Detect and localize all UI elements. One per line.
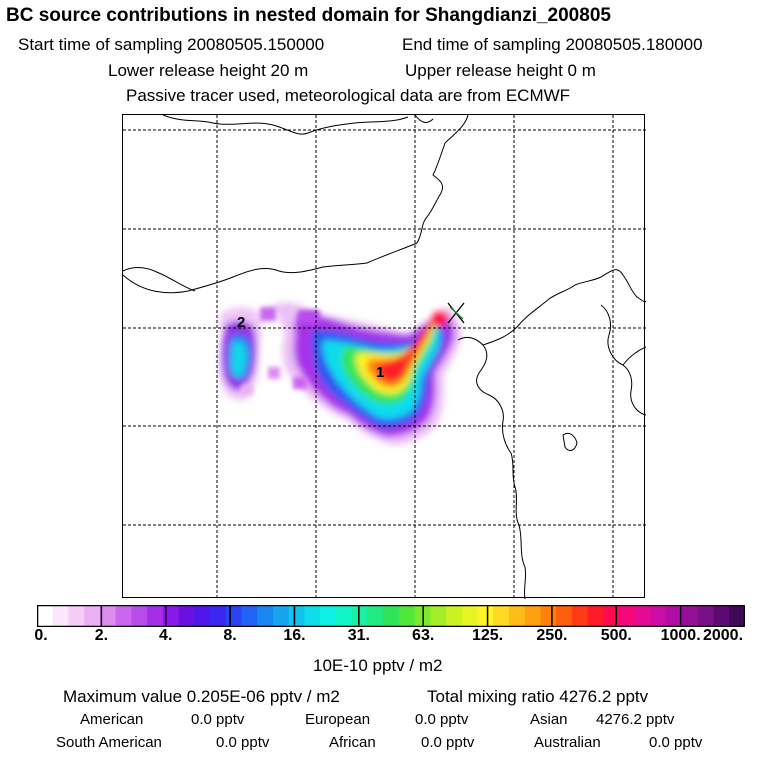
asian-label: Asian xyxy=(530,711,568,728)
colorbar-cell xyxy=(603,605,620,627)
colorbar-cell xyxy=(509,605,526,627)
coastlines xyxy=(123,115,646,599)
colorbar-cell xyxy=(446,605,463,627)
colorbar-cell xyxy=(194,605,211,627)
concentration-plume xyxy=(218,302,465,445)
colorbar-cell xyxy=(619,605,636,627)
colorbar-cell xyxy=(320,605,337,627)
colorbar-tick-label: 2000. xyxy=(702,627,744,644)
colorbar-cell xyxy=(713,605,730,627)
colorbar-cell xyxy=(666,605,683,627)
colorbar-cell xyxy=(398,605,416,627)
european-value: 0.0 pptv xyxy=(415,711,469,728)
colorbar-tick-label: 31. xyxy=(347,627,370,644)
colorbar-cell xyxy=(115,605,132,627)
european-label: European xyxy=(305,711,371,728)
colorbar-cell xyxy=(335,605,353,627)
colorbar-tick-label: 250. xyxy=(536,627,568,644)
colorbar-cell xyxy=(697,605,715,627)
colorbar-cell xyxy=(367,605,384,627)
colorbar-cell xyxy=(461,605,479,627)
colorbar-cell xyxy=(288,605,306,627)
south-american-label: South American xyxy=(56,734,162,751)
colorbar-tick-label: 4. xyxy=(159,627,173,644)
colorbar-cell xyxy=(571,605,589,627)
colorbar-cell xyxy=(682,605,699,627)
colorbar-cell xyxy=(430,605,447,627)
map-panel: 1 2 xyxy=(122,114,646,599)
colorbar-cell xyxy=(304,605,321,627)
colorbar-tick-label: 2. xyxy=(94,627,109,644)
african-value: 0.0 pptv xyxy=(421,734,475,751)
south-american-value: 0.0 pptv xyxy=(216,734,270,751)
colorbar-cell xyxy=(634,605,652,627)
australian-label: Australian xyxy=(534,734,601,751)
colorbar-cell xyxy=(383,605,400,627)
source-label-2: 2 xyxy=(237,314,245,331)
colorbar-cell xyxy=(556,605,573,627)
australian-value: 0.0 pptv xyxy=(649,734,703,751)
colorbar-cell xyxy=(351,605,368,627)
upper-release-label: Upper release height 0 m xyxy=(405,61,596,80)
colorbar-tick-label: 125. xyxy=(471,627,504,644)
colorbar-cell xyxy=(524,605,542,627)
colorbar-cell xyxy=(493,605,510,627)
colorbar-tick-label: 500. xyxy=(600,627,632,644)
colorbar-cell xyxy=(729,605,745,627)
colorbar-cell xyxy=(210,605,227,627)
colorbar-cells xyxy=(37,605,745,627)
map-canvas: 1 2 xyxy=(123,115,646,599)
colorbar-cell xyxy=(84,605,101,627)
total-mixing-ratio: Total mixing ratio 4276.2 pptv xyxy=(427,687,649,706)
lower-release-label: Lower release height 20 m xyxy=(108,61,309,80)
colorbar-cell xyxy=(477,605,494,627)
receptor-marker xyxy=(447,302,465,324)
max-value: Maximum value 0.205E-06 pptv / m2 xyxy=(63,687,340,706)
colorbar-cell xyxy=(52,605,70,627)
colorbar-unit: 10E-10 pptv / m2 xyxy=(313,656,443,675)
colorbar-tick-label: 8. xyxy=(223,627,237,644)
colorbar-cell xyxy=(147,605,164,627)
colorbar-cell xyxy=(68,605,85,627)
start-time-label: Start time of sampling 20080505.150000 xyxy=(18,35,325,54)
colorbar-cell xyxy=(178,605,195,627)
colorbar-cell xyxy=(241,605,258,627)
colorbar-cell xyxy=(257,605,274,627)
colorbar-cell xyxy=(99,605,117,627)
colorbar xyxy=(37,605,745,627)
colorbar-tick-label: 16. xyxy=(283,627,306,644)
asian-value: 4276.2 pptv xyxy=(596,711,675,728)
colorbar-tick-label: 1000. xyxy=(660,627,701,644)
colorbar-cell xyxy=(131,605,148,627)
colorbar-cell xyxy=(225,605,243,627)
tracer-note: Passive tracer used, meteorological data… xyxy=(126,86,571,105)
colorbar-tick-label: 63. xyxy=(412,627,435,644)
colorbar-cell xyxy=(540,605,557,627)
colorbar-cell xyxy=(162,605,180,627)
map-title: BC source contributions in nested domain… xyxy=(6,5,611,26)
colorbar-cell xyxy=(587,605,604,627)
colorbar-cell xyxy=(273,605,290,627)
african-label: African xyxy=(329,734,376,751)
american-label: American xyxy=(80,711,144,728)
american-value: 0.0 pptv xyxy=(191,711,245,728)
colorbar-tick-label: 0. xyxy=(34,627,48,644)
source-label-1: 1 xyxy=(376,364,384,381)
colorbar-cell xyxy=(37,605,54,627)
end-time-label: End time of sampling 20080505.180000 xyxy=(402,35,703,54)
colorbar-cell xyxy=(650,605,667,627)
